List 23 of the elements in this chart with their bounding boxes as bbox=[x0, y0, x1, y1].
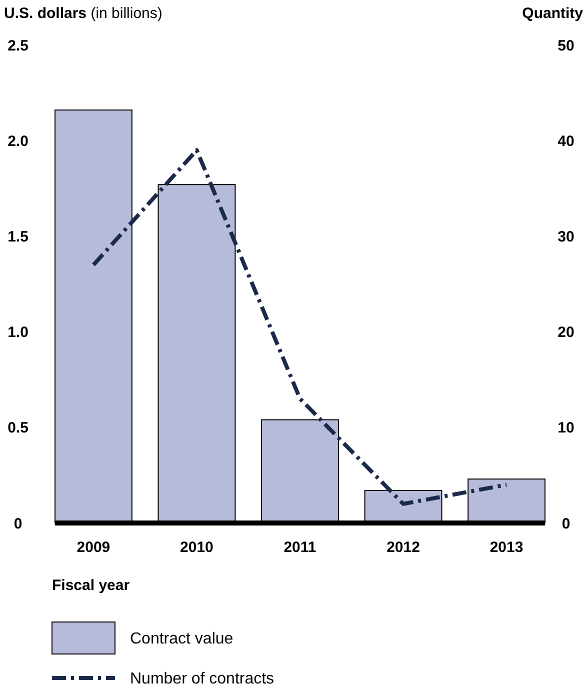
y-axis-title: U.S. dollars (in billions) bbox=[4, 5, 162, 22]
y-tick-label: 1.0 bbox=[8, 324, 28, 342]
y-tick-label: 0.5 bbox=[8, 420, 28, 437]
y-tick-label: 2.0 bbox=[8, 132, 28, 150]
y2-axis-title: Quantity bbox=[522, 5, 584, 22]
y2-tick-label: 0 bbox=[562, 515, 570, 532]
y-tick-label: 0 bbox=[14, 515, 22, 532]
x-tick-label: 2009 bbox=[76, 539, 110, 556]
line-series bbox=[91, 148, 509, 506]
y2-tick-label: 10 bbox=[558, 420, 574, 437]
y2-tick-label: 20 bbox=[558, 324, 574, 342]
legend-label: Number of contracts bbox=[130, 670, 274, 688]
legend-label: Contract value bbox=[130, 630, 234, 648]
y2-tick-label: 50 bbox=[558, 37, 574, 54]
x-tick-label: 2011 bbox=[284, 539, 316, 556]
x-tick-label: 2012 bbox=[386, 539, 420, 556]
y-tick-label: 2.5 bbox=[8, 37, 28, 54]
x-tick-label: 2010 bbox=[180, 539, 214, 556]
x-tick-label: 2013 bbox=[490, 539, 524, 556]
y2-tick-label: 30 bbox=[558, 228, 574, 246]
y-tick-label: 1.5 bbox=[8, 228, 28, 246]
y2-tick-label: 40 bbox=[558, 132, 574, 150]
x-axis-title: Fiscal year bbox=[52, 577, 130, 594]
